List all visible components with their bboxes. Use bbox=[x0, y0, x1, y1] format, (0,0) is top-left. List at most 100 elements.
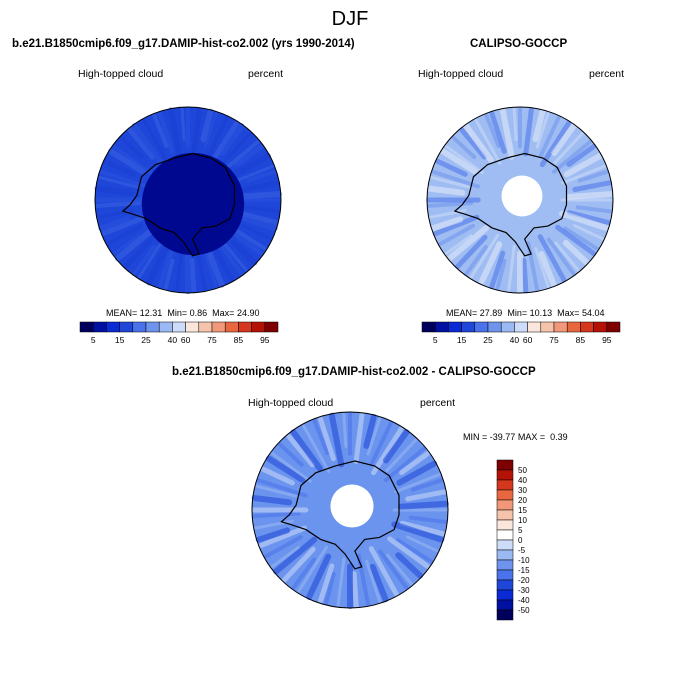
panel-1-mean-value: 12.31 bbox=[139, 308, 163, 318]
panel-2-contour-band bbox=[563, 226, 600, 251]
panel-3-contour-band bbox=[263, 535, 303, 559]
panel-2-colorbar-tick-label: 40 bbox=[510, 335, 520, 345]
panel-1-contour-band bbox=[106, 223, 144, 246]
panel-3-contour-band bbox=[399, 520, 446, 537]
panel-1-colorbar-box bbox=[145, 321, 160, 333]
panel-3-contour-band bbox=[273, 536, 318, 575]
panel-2-colorbar-box bbox=[593, 321, 608, 333]
panel-1-colorbar-box bbox=[106, 321, 120, 333]
panel-2-colorbar-box bbox=[606, 321, 621, 333]
panel-3-colorbar-box bbox=[496, 599, 514, 611]
panel-3-contour-band bbox=[256, 478, 308, 498]
panel-1-contour-band bbox=[98, 176, 140, 189]
panel-2-contour-band bbox=[562, 239, 590, 266]
panel-3-contour-band bbox=[277, 442, 304, 467]
panel-3-contour-band bbox=[317, 416, 336, 462]
panel-2-contour-band bbox=[432, 214, 480, 237]
panel-1-contour-band bbox=[96, 209, 135, 219]
panel-3-contour-band bbox=[406, 535, 439, 553]
panel-1-contour-band bbox=[180, 107, 186, 142]
panel-1-contour-band bbox=[102, 158, 136, 177]
panel-2-mean-label: MEAN= bbox=[446, 308, 478, 318]
panel-3-colorbar-tick-label: -20 bbox=[518, 576, 530, 585]
panel-3-colorbar-box bbox=[496, 469, 514, 481]
panel-3-contour-band bbox=[371, 426, 404, 476]
panel-3-colorbar-box bbox=[496, 539, 514, 551]
panel-2-contour-band bbox=[444, 234, 473, 256]
panel-2-contour-band bbox=[499, 107, 515, 160]
panel-1-contour-band bbox=[231, 226, 268, 251]
panel-2-contour-band bbox=[537, 234, 567, 283]
panel-3-contour-band bbox=[383, 446, 426, 483]
panel-2-title: CALIPSO-GOCCP bbox=[470, 38, 568, 50]
panel-1-contour-band bbox=[221, 132, 252, 165]
panel-3-contour-band bbox=[394, 472, 441, 494]
panel-2-contour-band bbox=[572, 180, 613, 192]
panel-3-stats: MIN = -39.77 MAX = 0.39 bbox=[463, 432, 568, 442]
panel-3-field-label: High-topped cloud bbox=[248, 397, 334, 409]
panel-1-contour-band bbox=[222, 241, 248, 272]
panel-1-colorbar-box bbox=[119, 321, 134, 333]
panel-3-colorbar-box bbox=[496, 559, 514, 571]
panel-2-field-label: High-topped cloud bbox=[418, 68, 504, 80]
panel-1-contour-band bbox=[202, 247, 218, 289]
panel-3-contour-band bbox=[369, 421, 393, 466]
panel-3-contour-band bbox=[306, 553, 332, 600]
panel-3-contour-band bbox=[363, 413, 377, 449]
panel-2-colorbar-tick-label: 95 bbox=[602, 335, 612, 345]
panel-2-colorbar-box bbox=[553, 321, 568, 333]
panel-2-contour-band bbox=[444, 144, 484, 175]
panel-3-contour-band bbox=[385, 438, 418, 473]
panel-3-contour-band bbox=[383, 429, 410, 464]
panel-2-contour-band bbox=[459, 127, 487, 160]
panel-1-title: b.e21.B1850cmip6.f09_g17.DAMIP-hist-co2.… bbox=[12, 38, 355, 50]
panel-1-field-label: High-topped cloud bbox=[78, 68, 164, 80]
panel-3-contour-band bbox=[396, 460, 438, 486]
panel-2-colorbar-box bbox=[514, 321, 528, 333]
panel-3-contour-band bbox=[251, 495, 293, 506]
panel-3-contour-band bbox=[351, 571, 359, 609]
panel-3-contour-band bbox=[378, 549, 409, 590]
panel-1-contour-band bbox=[100, 214, 148, 237]
panel-3-contour-band bbox=[353, 412, 365, 464]
panel-3-map-border bbox=[251, 411, 449, 609]
panel-3-colorbar-box bbox=[496, 609, 514, 621]
panel-2-contour-band bbox=[555, 224, 597, 257]
panel-2-contour-band bbox=[484, 113, 501, 148]
panel-3-contour-band bbox=[395, 538, 434, 564]
panel-1-contour-band bbox=[163, 258, 175, 291]
panel-3-contour-band bbox=[395, 552, 424, 579]
panel-3-contour-band bbox=[410, 478, 444, 492]
panel-2-colorbar-tick-label: 25 bbox=[483, 335, 493, 345]
panel-2-contour-band bbox=[507, 244, 516, 292]
panel-2-contour-band bbox=[565, 191, 614, 200]
panel-2-colorbar-box bbox=[434, 321, 449, 333]
panel-2-contour-band bbox=[535, 111, 550, 149]
panel-3-contour-band bbox=[265, 455, 306, 483]
panel-2-mean-value: 27.89 bbox=[479, 308, 503, 318]
panel-2-contour-band bbox=[561, 164, 607, 185]
panel-3-colorbar-tick-label: 40 bbox=[518, 476, 527, 485]
panel-2-contour-band bbox=[575, 205, 613, 214]
panel-1-contour-band bbox=[230, 239, 258, 266]
panel-2-colorbar-box bbox=[540, 321, 555, 333]
panel-3-contour-band bbox=[369, 563, 389, 603]
panel-3-contour-band bbox=[366, 417, 382, 456]
panel-1-contour-band bbox=[207, 120, 240, 168]
panel-3-contour-band bbox=[252, 511, 301, 519]
panel-1-contour-band bbox=[206, 251, 225, 288]
panel-3-max-label: MAX = bbox=[517, 432, 546, 442]
panel-1-contour-band bbox=[95, 201, 142, 208]
panel-2-colorbar-box bbox=[421, 321, 436, 333]
panel-1-contour-band bbox=[200, 108, 214, 143]
panel-1-colorbar-tick-label: 15 bbox=[115, 335, 125, 345]
panel-3-title: b.e21.B1850cmip6.f09_g17.DAMIP-hist-co2.… bbox=[172, 366, 536, 378]
panel-1-contour-band bbox=[112, 144, 152, 175]
panel-2-contour-band bbox=[534, 247, 550, 289]
panel-2-contour-band bbox=[430, 176, 472, 189]
panel-1-contour-band bbox=[157, 250, 174, 290]
panel-2-contour-band bbox=[455, 234, 488, 269]
panel-1-contour-band bbox=[131, 123, 163, 164]
panel-1-contour-band bbox=[167, 107, 183, 160]
